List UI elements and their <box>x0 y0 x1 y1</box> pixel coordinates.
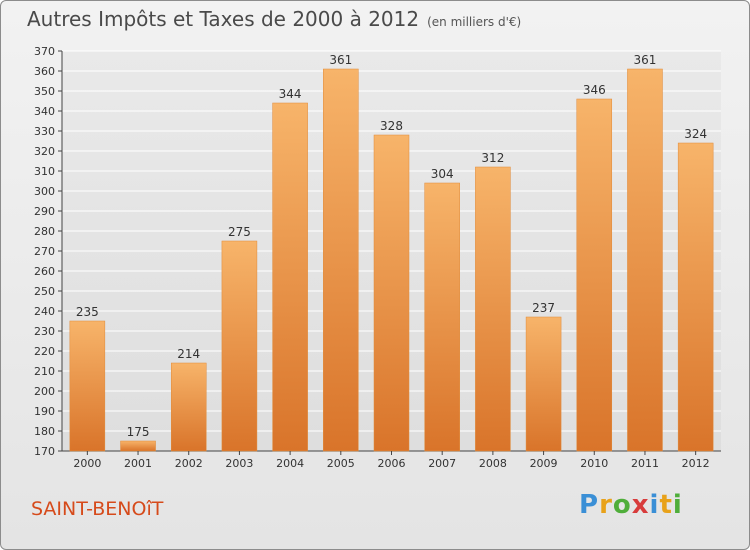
y-tick-label: 310 <box>34 165 55 178</box>
bar <box>677 142 714 452</box>
chart-title-text: Autres Impôts et Taxes de 2000 à 2012 <box>27 7 420 31</box>
x-tick-label: 2003 <box>225 457 253 470</box>
y-tick-label: 200 <box>34 385 55 398</box>
bar <box>69 320 106 452</box>
data-label: 346 <box>583 83 606 97</box>
x-tick-label: 2005 <box>327 457 355 470</box>
x-tick-label: 2000 <box>73 457 101 470</box>
data-label: 312 <box>481 151 504 165</box>
chart-subtitle: (en milliers d'€) <box>427 15 522 29</box>
y-tick-label: 220 <box>34 345 55 358</box>
bar <box>424 182 460 452</box>
logo-letter: t <box>659 490 673 520</box>
y-tick-label: 300 <box>34 185 55 198</box>
bar <box>170 362 207 452</box>
y-tick-label: 270 <box>34 245 55 258</box>
logo-letter: P <box>579 490 600 520</box>
y-tick-label: 170 <box>34 445 55 458</box>
x-tick-label: 2009 <box>530 457 558 470</box>
data-label: 344 <box>279 87 302 101</box>
logo-letter: x <box>631 490 650 520</box>
proxiti-logo: Proxiti <box>579 490 683 520</box>
data-label: 361 <box>329 53 352 67</box>
y-tick-label: 240 <box>34 305 55 318</box>
y-tick-label: 260 <box>34 265 55 278</box>
y-tick-label: 330 <box>34 125 55 138</box>
data-label: 328 <box>380 119 403 133</box>
bar <box>475 166 511 452</box>
data-label: 237 <box>532 301 555 315</box>
bar <box>120 440 156 452</box>
data-label: 235 <box>76 305 99 319</box>
logo-letter: i <box>672 490 683 520</box>
y-tick-label: 190 <box>34 405 55 418</box>
data-label: 275 <box>228 225 251 239</box>
x-tick-label: 2007 <box>428 457 456 470</box>
commune-name: SAINT-BENOîT <box>31 498 164 520</box>
x-tick-label: 2010 <box>580 457 608 470</box>
x-tick-label: 2004 <box>276 457 304 470</box>
bar <box>525 316 562 452</box>
x-tick-label: 2011 <box>631 457 659 470</box>
bar <box>627 68 663 452</box>
y-tick-label: 210 <box>34 365 55 378</box>
data-label: 175 <box>127 425 150 439</box>
data-label: 214 <box>177 347 200 361</box>
y-tick-label: 290 <box>34 205 55 218</box>
x-tick-label: 2012 <box>682 457 710 470</box>
bar <box>576 98 613 452</box>
y-tick-label: 230 <box>34 325 55 338</box>
logo-letter: o <box>612 490 632 520</box>
y-tick-label: 250 <box>34 285 55 298</box>
chart-title: Autres Impôts et Taxes de 2000 à 2012 (en… <box>27 7 521 31</box>
logo-letter: i <box>649 490 660 520</box>
y-tick-label: 280 <box>34 225 55 238</box>
x-tick-label: 2008 <box>479 457 507 470</box>
y-tick-label: 320 <box>34 145 55 158</box>
bar <box>272 102 308 452</box>
y-tick-label: 370 <box>34 45 55 58</box>
data-label: 304 <box>431 167 454 181</box>
x-tick-label: 2006 <box>378 457 406 470</box>
y-tick-label: 180 <box>34 425 55 438</box>
bar <box>221 240 258 452</box>
y-tick-label: 340 <box>34 105 55 118</box>
x-tick-label: 2001 <box>124 457 152 470</box>
logo-letter: r <box>599 490 613 520</box>
bar <box>373 134 410 452</box>
x-tick-label: 2002 <box>175 457 203 470</box>
bar <box>323 68 359 452</box>
y-tick-label: 350 <box>34 85 55 98</box>
y-tick-label: 360 <box>34 65 55 78</box>
data-label: 361 <box>634 53 657 67</box>
data-label: 324 <box>684 127 707 141</box>
